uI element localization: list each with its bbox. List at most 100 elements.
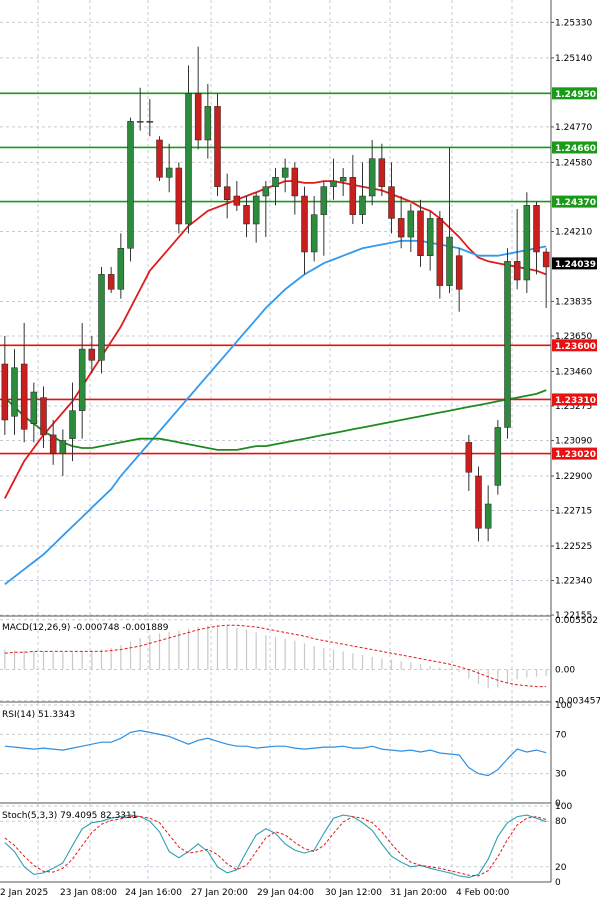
level-price-box: [552, 141, 597, 154]
bull-candle: [407, 210, 415, 238]
macd-axis-label: -0.003457: [555, 697, 600, 707]
bear-candle: [533, 205, 540, 253]
price-tick-label: 1.25140: [555, 54, 592, 64]
rsi-panel: [4, 729, 547, 777]
current-price-label: 1.24039: [555, 260, 596, 270]
price-tick-label: 1.23275: [555, 402, 592, 412]
price-tick-label: 1.24580: [555, 158, 592, 168]
bull-candle: [426, 218, 434, 256]
bull-candle: [320, 186, 328, 215]
bear-candle: [233, 195, 241, 206]
bear-candle: [40, 397, 47, 436]
macd-axis-label: 0.005502: [555, 616, 598, 626]
time-tick-label: 24 Jan 16:00: [125, 888, 182, 898]
price-tick-label: 1.25330: [555, 18, 592, 28]
price-tick-label: 1.23835: [555, 297, 592, 307]
stoch-label: Stoch(5,3,3) 79.4095 82.3311: [2, 811, 137, 821]
price-tick-label: 1.22155: [555, 611, 592, 621]
rsi-line: [4, 729, 547, 777]
bull-candle: [494, 427, 502, 486]
bear-candle: [88, 348, 96, 361]
price-tick-label: 1.24210: [555, 227, 592, 237]
time-tick-label: 23 Jan 08:00: [60, 888, 117, 898]
bear-candle: [243, 205, 250, 225]
bull-candle: [11, 367, 18, 417]
level-price-box: [552, 447, 597, 460]
time-tick-label: 30 Jan 12:00: [325, 888, 382, 898]
macd-panel: [4, 624, 547, 689]
bull-candle: [281, 167, 289, 178]
current-price-box: [552, 257, 597, 270]
level-price-box: [552, 195, 597, 208]
bull-candle: [330, 180, 337, 187]
rsi-label: RSI(14) 51.3343: [2, 710, 75, 720]
time-axis: 2 Jan 2025 23 Jan 08:00 24 Jan 16:00 27 Jan…: [0, 888, 510, 898]
bull-candle: [252, 195, 260, 225]
bear-candle: [175, 167, 183, 225]
bull-candle: [272, 177, 279, 187]
price-tick-label: 1.22340: [555, 577, 592, 587]
stoch-axis-label: 80: [555, 817, 567, 827]
price-axis: 1.255301.253301.251401.247701.245801.242…: [551, 18, 600, 888]
bear-candle: [417, 210, 424, 256]
macd-signal-line: [4, 624, 547, 688]
moving-average-line: [4, 239, 547, 586]
stoch-k-line: [4, 814, 547, 878]
time-tick-label: 2 Jan 2025: [0, 888, 48, 898]
bear-candle: [301, 195, 308, 253]
bull-candle: [262, 186, 270, 197]
bull-candle: [59, 440, 67, 454]
level-price-box: [552, 87, 597, 100]
candles: [1, 46, 550, 542]
bull-candle: [523, 205, 531, 281]
bull-candle: [484, 503, 492, 529]
bull-candle: [165, 167, 173, 178]
bear-candle: [436, 218, 444, 286]
bear-candle: [378, 158, 386, 187]
stoch-axis-label: 0: [555, 878, 561, 888]
bear-candle: [388, 186, 395, 219]
price-tick-label: 1.23650: [555, 332, 592, 342]
bear-candle: [397, 218, 405, 238]
level-price-label: 1.24950: [555, 90, 596, 100]
bear-candle: [455, 255, 463, 290]
rsi-axis-label: 30: [555, 770, 567, 780]
level-price-box: [552, 339, 597, 352]
macd-label: MACD(12,26,9) -0.000748 -0.001889: [2, 623, 169, 633]
level-price-label: 1.24370: [555, 198, 596, 208]
bull-candle: [504, 261, 511, 428]
moving-average-line: [4, 180, 547, 499]
price-tick-label: 1.23090: [555, 437, 592, 447]
bull-candle: [127, 121, 134, 249]
bull-candle: [30, 391, 38, 424]
bear-candle: [194, 93, 202, 141]
bear-candle: [214, 106, 221, 187]
bull-candle: [359, 195, 366, 215]
price-tick-label: 1.23460: [555, 367, 592, 377]
moving-averages: [4, 180, 547, 586]
macd-axis-label: 0.00: [555, 665, 575, 675]
stoch-axis-label: 100: [555, 802, 572, 812]
bear-candle: [223, 186, 231, 200]
bear-candle: [291, 167, 299, 197]
level-price-label: 1.23020: [555, 450, 596, 460]
time-tick-label: 4 Feb 00:00: [456, 888, 510, 898]
level-price-label: 1.23310: [555, 396, 596, 406]
level-price-label: 1.23600: [555, 342, 596, 352]
bull-candle: [446, 236, 453, 286]
bear-candle: [49, 434, 57, 454]
bull-candle: [204, 106, 212, 141]
bull-candle: [368, 158, 376, 197]
bear-candle: [156, 139, 163, 178]
bear-candle: [349, 177, 357, 215]
bull-candle: [117, 248, 125, 290]
bull-candle: [98, 274, 105, 361]
bull-candle: [146, 121, 154, 123]
bull-candle: [310, 214, 318, 253]
moving-average-line: [4, 389, 547, 451]
bear-candle: [542, 251, 550, 268]
level-price-label: 1.24660: [555, 144, 596, 154]
bear-candle: [1, 363, 9, 421]
price-tick-label: 1.22900: [555, 472, 592, 482]
